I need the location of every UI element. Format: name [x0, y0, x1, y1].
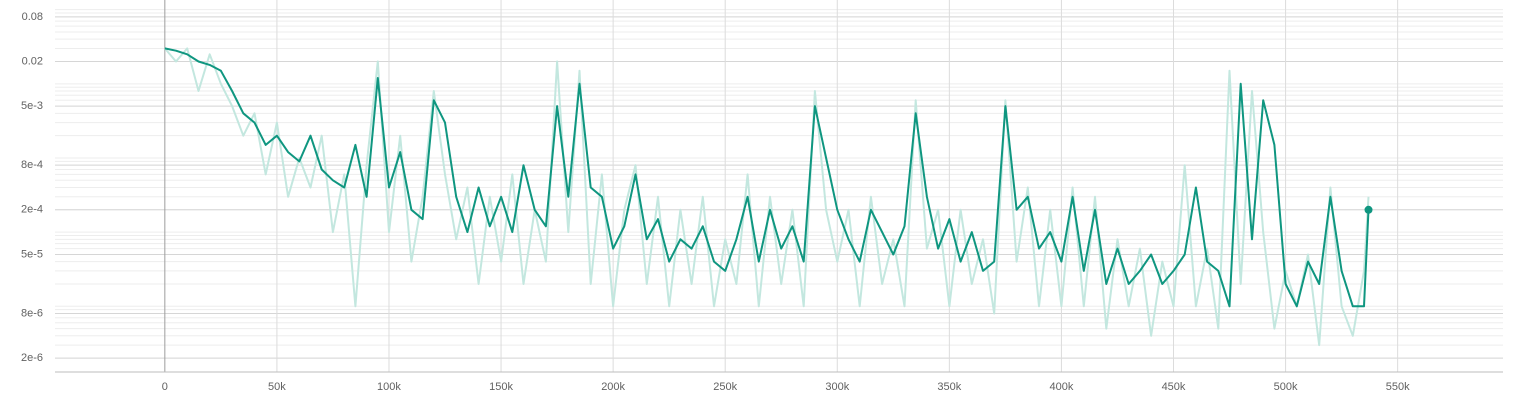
- x-tick-label: 500k: [1274, 381, 1298, 393]
- series-line: [164, 47, 1370, 308]
- x-tick-label: 250k: [713, 381, 737, 393]
- x-tick-label: 100k: [377, 381, 401, 393]
- x-tick-label: 50k: [268, 381, 286, 393]
- y-tick-label: 0.02: [22, 55, 43, 67]
- x-tick-label: 0: [162, 381, 168, 393]
- grid: [55, 0, 1503, 373]
- x-tick-label: 550k: [1386, 381, 1410, 393]
- y-tick-label: 0.08: [22, 11, 43, 23]
- x-tick-label: 150k: [489, 381, 513, 393]
- x-tick-label: 200k: [601, 381, 625, 393]
- axis-labels: 0.08 0.02 5e-3 8e-4 2e-4 5e-5 8e-6 2e-6 0 50k 100k…: [21, 11, 1410, 393]
- y-tick-label: 2e-4: [21, 204, 43, 216]
- y-tick-label: 8e-6: [21, 307, 43, 319]
- x-tick-label: 300k: [825, 381, 849, 393]
- series-line: [164, 47, 1370, 347]
- y-tick-label: 8e-4: [21, 159, 43, 171]
- x-tick-label: 450k: [1162, 381, 1186, 393]
- y-tick-label: 5e-5: [21, 248, 43, 260]
- x-tick-label: 400k: [1049, 381, 1073, 393]
- x-tick-label: 350k: [937, 381, 961, 393]
- end-point: [1364, 205, 1373, 214]
- plot-area: [164, 47, 1373, 347]
- y-tick-label: 5e-3: [21, 100, 43, 112]
- y-tick-label: 2e-6: [21, 352, 43, 364]
